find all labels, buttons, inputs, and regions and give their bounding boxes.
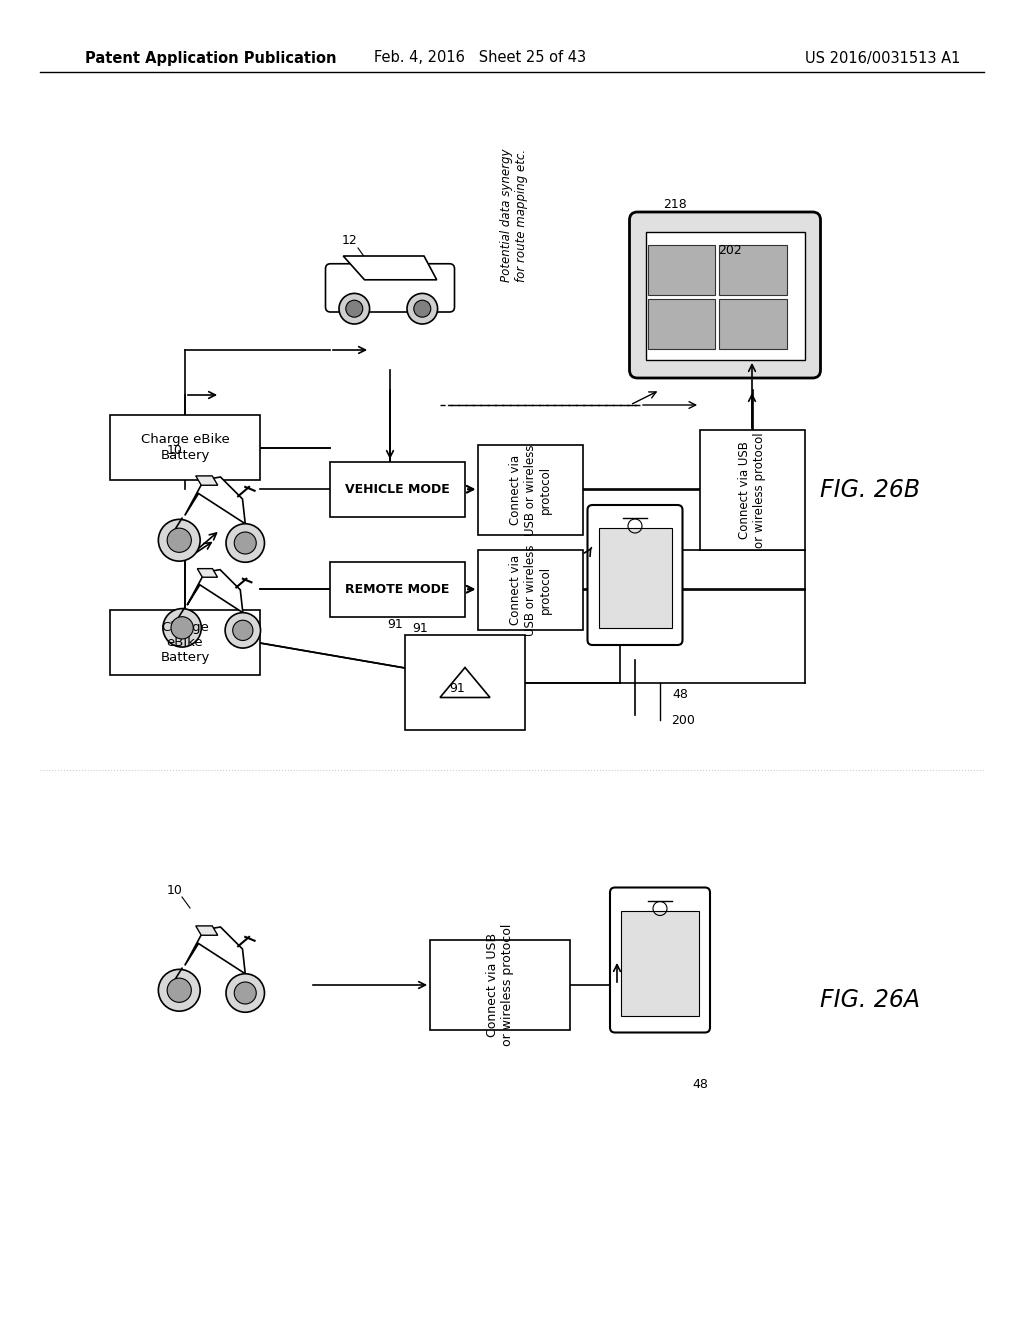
Polygon shape (196, 477, 218, 486)
FancyBboxPatch shape (610, 887, 710, 1032)
Circle shape (159, 969, 200, 1011)
Circle shape (167, 528, 191, 552)
Text: 91: 91 (412, 622, 428, 635)
Bar (330, 462, 465, 517)
Bar (478, 445, 583, 535)
Bar (719, 300, 786, 348)
Text: US 2016/0031513 A1: US 2016/0031513 A1 (805, 50, 961, 66)
Text: 12: 12 (342, 234, 357, 247)
Circle shape (226, 524, 264, 562)
Polygon shape (184, 927, 246, 974)
Text: Feb. 4, 2016   Sheet 25 of 43: Feb. 4, 2016 Sheet 25 of 43 (374, 50, 586, 66)
Bar (430, 940, 570, 1030)
Bar (647, 300, 715, 348)
Polygon shape (343, 256, 437, 280)
FancyBboxPatch shape (588, 506, 683, 645)
Text: REMOTE MODE: REMOTE MODE (345, 583, 450, 597)
Circle shape (226, 974, 264, 1012)
Text: Charge eBike
Battery: Charge eBike Battery (140, 433, 229, 462)
Polygon shape (184, 477, 246, 524)
Text: Connect via
USB or wireless
protocol: Connect via USB or wireless protocol (509, 544, 552, 636)
Bar (647, 246, 715, 294)
Bar (110, 610, 260, 675)
Circle shape (414, 300, 431, 317)
Circle shape (232, 620, 253, 640)
Circle shape (171, 616, 194, 639)
Text: 10: 10 (167, 444, 183, 457)
Bar (719, 246, 786, 294)
Text: 48: 48 (672, 689, 688, 701)
Polygon shape (198, 569, 217, 577)
Polygon shape (196, 925, 218, 936)
Text: VEHICLE MODE: VEHICLE MODE (345, 483, 450, 496)
Bar (598, 528, 672, 628)
Text: Potential data synergy
for route mapping etc.: Potential data synergy for route mapping… (500, 148, 528, 281)
Bar (621, 911, 699, 1015)
Text: 48: 48 (692, 1078, 708, 1092)
FancyBboxPatch shape (326, 264, 455, 312)
Text: 200: 200 (671, 714, 695, 726)
FancyBboxPatch shape (630, 213, 820, 378)
Text: 10: 10 (167, 883, 183, 896)
Text: Charge
eBike
Battery: Charge eBike Battery (161, 620, 210, 664)
Circle shape (225, 612, 260, 648)
Polygon shape (187, 570, 243, 612)
Text: Connect via USB
or wireless protocol: Connect via USB or wireless protocol (486, 924, 514, 1047)
Text: 91: 91 (450, 682, 465, 696)
Circle shape (339, 293, 370, 323)
Bar (110, 414, 260, 480)
Circle shape (167, 978, 191, 1002)
Bar (700, 430, 805, 550)
Text: Connect via
USB or wireless
protocol: Connect via USB or wireless protocol (509, 445, 552, 536)
Text: FIG. 26B: FIG. 26B (820, 478, 920, 502)
Circle shape (163, 609, 202, 647)
Text: 218: 218 (664, 198, 687, 211)
Text: Connect via USB
or wireless protocol: Connect via USB or wireless protocol (738, 432, 767, 548)
Text: Patent Application Publication: Patent Application Publication (85, 50, 337, 66)
Circle shape (346, 300, 362, 317)
Circle shape (407, 293, 437, 323)
Circle shape (234, 532, 256, 554)
Bar (406, 635, 525, 730)
Text: 91: 91 (387, 619, 402, 631)
Bar (478, 550, 583, 630)
Circle shape (234, 982, 256, 1005)
Text: 202: 202 (718, 243, 741, 256)
Bar (330, 562, 465, 616)
Circle shape (159, 519, 200, 561)
Bar (645, 232, 805, 360)
Text: FIG. 26A: FIG. 26A (820, 987, 920, 1012)
